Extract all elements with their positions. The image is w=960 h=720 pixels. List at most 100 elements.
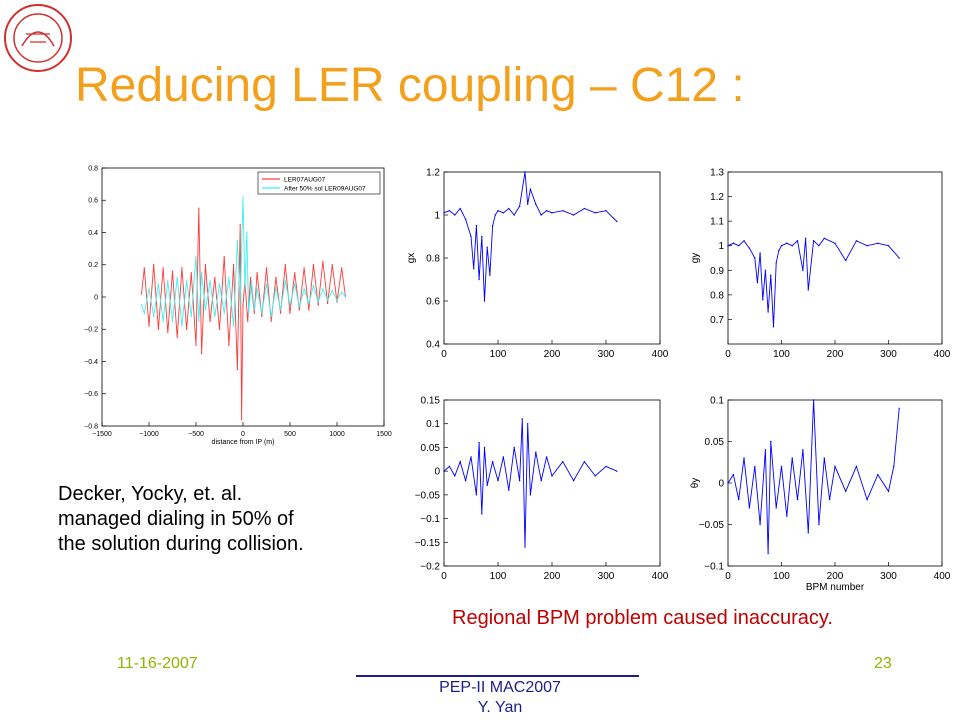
x-tick-label: −500 [188,431,204,438]
data-point [748,507,751,509]
x-tick-label: 100 [773,349,790,360]
data-point [448,210,451,212]
data-point [176,276,178,279]
y-tick-label: −0.05 [699,520,725,531]
data-point [223,312,225,314]
x-axis-label: BPM number [806,582,865,592]
data-point [802,449,804,451]
data-point [775,262,777,264]
x-tick-label: 400 [652,349,669,360]
series-line [141,196,346,327]
data-point [594,475,596,477]
y-tick-label: 0.4 [88,230,98,237]
data-point [261,315,263,318]
data-point [807,532,809,534]
data-point [551,212,553,214]
x-tick-label: 0 [725,571,731,582]
plot-frame [443,399,661,567]
y-tick-label: 0 [718,479,724,490]
data-point [513,446,515,449]
y-tick-label: 1.2 [710,192,724,203]
data-point [336,301,338,303]
data-point [762,299,764,301]
data-point [312,285,315,287]
x-tick-label: 0 [441,571,447,582]
data-point [228,276,230,279]
data-point [464,479,467,482]
legend-label: LER07AUG07 [284,177,326,184]
data-point [518,205,521,208]
data-point [298,305,301,308]
data-point [743,457,745,459]
data-point [754,257,756,259]
data-point [284,264,286,266]
x-tick-label: 300 [598,571,615,582]
data-point [772,326,775,328]
x-tick-label: 0 [441,349,447,360]
data-point [508,207,510,210]
data-point [140,304,143,306]
x-tick-label: 300 [880,571,897,582]
data-point [214,315,216,318]
y-tick-label: −0.2 [420,562,440,573]
y-tick-label: 1 [718,241,724,252]
data-point [200,352,203,355]
data-point [473,268,475,270]
data-point [153,264,155,266]
data-point [209,280,211,282]
data-point [486,484,488,487]
data-point [326,302,329,305]
data-point [812,399,815,401]
data-point [616,220,618,223]
data-point [877,474,879,476]
data-point [748,247,751,249]
data-point [470,235,472,238]
data-point [786,242,788,244]
x-tick-label: 200 [544,571,561,582]
data-point [246,231,248,234]
data-point [459,207,461,210]
data-point [481,235,483,238]
data-point [322,288,324,290]
data-point [791,245,793,247]
data-point [443,470,445,472]
y-tick-label: 0.05 [421,443,441,454]
x-tick-label: 1500 [376,431,392,438]
data-point [898,407,900,409]
data-point [253,312,255,314]
data-point [284,280,286,282]
data-point [265,283,268,285]
chart-main: −1500 −1000 −500 0 500 1000 1500 −0.8 −0.6 −0.4 −0… [84,165,392,446]
data-point [738,498,740,501]
data-point [770,440,772,443]
y-tick-label: 1 [434,211,440,222]
credit-note: Decker, Yocky, et. al. managed dialing i… [58,482,378,557]
x-tick-label: 200 [827,571,844,582]
y-tick-label: 0.4 [426,340,440,351]
page-number: 23 [874,655,892,672]
data-point [529,494,532,496]
data-point [502,456,505,458]
data-point [250,280,253,282]
series-line [727,399,900,554]
data-point [778,249,780,252]
data-point [818,245,820,247]
data-point [294,272,296,274]
y-tick-label: 0.05 [705,437,725,448]
y-tick-label: −0.15 [415,538,441,549]
data-point [508,489,510,491]
regional-bpm-note: Regional BPM problem caused inaccuracy. [452,607,833,629]
data-point [204,264,207,266]
data-point [256,288,258,290]
data-point [489,274,491,276]
data-point [204,309,207,311]
data-point [344,296,347,298]
data-point [308,309,310,311]
x-axis-label: distance from IP (m) [212,439,275,446]
data-point [244,288,246,290]
data-point [727,245,729,247]
footer-divider [356,675,639,677]
data-point [470,456,472,458]
x-tick-label: 400 [934,571,950,582]
data-point [759,252,761,254]
